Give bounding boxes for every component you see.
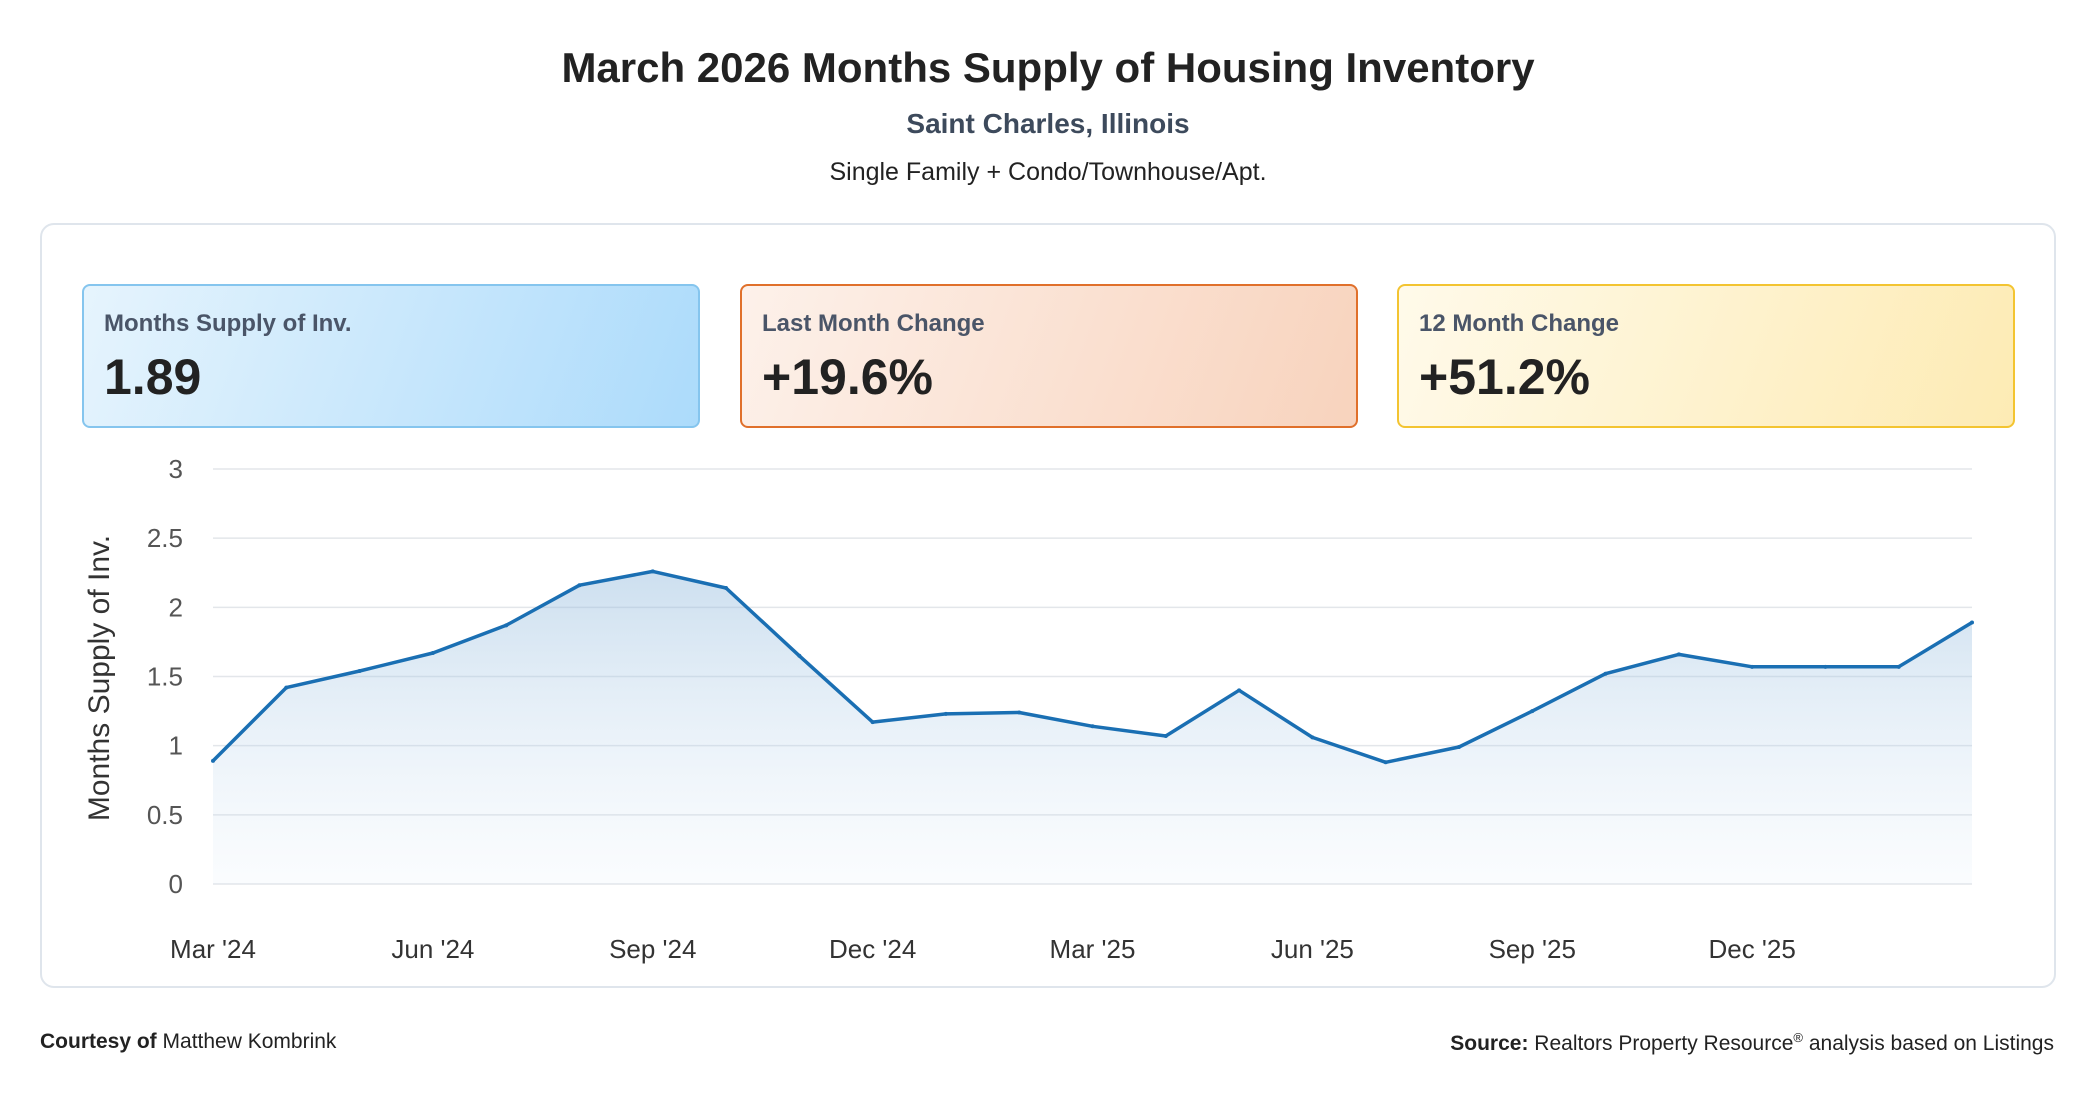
y-tick-label: 1: [169, 731, 183, 761]
card-label: Last Month Change: [762, 310, 985, 337]
months-supply-card: Months Supply of Inv. 1.89: [82, 284, 700, 428]
source-label: Source:: [1450, 1032, 1529, 1055]
y-tick-label: 0.5: [147, 800, 183, 830]
card-value: +19.6%: [762, 349, 933, 405]
twelve-month-change-card: 12 Month Change +51.2%: [1397, 284, 2015, 428]
data-point: [1237, 688, 1242, 693]
data-point: [577, 583, 582, 588]
y-axis-label: Months Supply of Inv.: [83, 534, 116, 822]
y-tick-label: 2: [169, 592, 183, 622]
y-tick-label: 2.5: [147, 523, 183, 553]
data-point: [1750, 664, 1755, 669]
data-point: [1676, 652, 1681, 657]
source-note: Source: Realtors Property Resource® anal…: [1450, 1030, 2054, 1056]
data-point: [1603, 671, 1608, 676]
x-tick-label: Sep '25: [1489, 934, 1576, 964]
y-tick-label: 0: [169, 869, 183, 899]
data-point: [1456, 745, 1461, 750]
data-point: [1823, 664, 1828, 669]
page-title: March 2026 Months Supply of Housing Inve…: [561, 44, 1535, 91]
x-tick-label: Mar '24: [170, 934, 256, 964]
y-tick-label: 1.5: [147, 662, 183, 692]
x-tick-label: Jun '25: [1271, 934, 1354, 964]
data-point: [1163, 733, 1168, 738]
data-point: [430, 650, 435, 655]
courtesy-note: Courtesy of Matthew Kombrink: [40, 1030, 336, 1054]
source-text: Realtors Property Resource: [1534, 1032, 1794, 1055]
x-tick-label: Jun '24: [391, 934, 474, 964]
data-point: [724, 585, 729, 590]
data-point: [504, 623, 509, 628]
data-point: [1530, 709, 1535, 714]
data-point: [1896, 664, 1901, 669]
data-point: [1970, 620, 1974, 625]
x-tick-label: Mar '25: [1050, 934, 1136, 964]
x-tick-label: Dec '24: [829, 934, 916, 964]
card-value: 1.89: [104, 349, 202, 405]
data-point: [1017, 710, 1022, 715]
data-point: [1383, 760, 1388, 765]
card-label: Months Supply of Inv.: [104, 310, 352, 337]
source-suffix: analysis based on Listings: [1803, 1032, 2054, 1055]
courtesy-label: Courtesy of: [40, 1030, 157, 1053]
courtesy-name: Matthew Kombrink: [162, 1030, 337, 1053]
x-tick-label: Dec '25: [1708, 934, 1795, 964]
data-point: [1310, 735, 1315, 740]
card-value: +51.2%: [1419, 349, 1590, 405]
data-point: [211, 758, 215, 763]
x-tick-label: Sep '24: [609, 934, 696, 964]
data-point: [870, 720, 875, 725]
location-subtitle: Saint Charles, Illinois: [906, 108, 1190, 139]
data-point: [284, 685, 289, 690]
last-month-change-card: Last Month Change +19.6%: [740, 284, 1358, 428]
y-tick-label: 3: [169, 454, 183, 484]
property-types: Single Family + Condo/Townhouse/Apt.: [829, 158, 1267, 186]
data-point: [797, 653, 802, 658]
registered-mark: ®: [1793, 1030, 1803, 1045]
data-point: [650, 569, 655, 574]
card-label: 12 Month Change: [1419, 310, 1620, 337]
data-point: [1090, 724, 1095, 729]
data-point: [357, 668, 362, 673]
data-point: [943, 711, 948, 716]
